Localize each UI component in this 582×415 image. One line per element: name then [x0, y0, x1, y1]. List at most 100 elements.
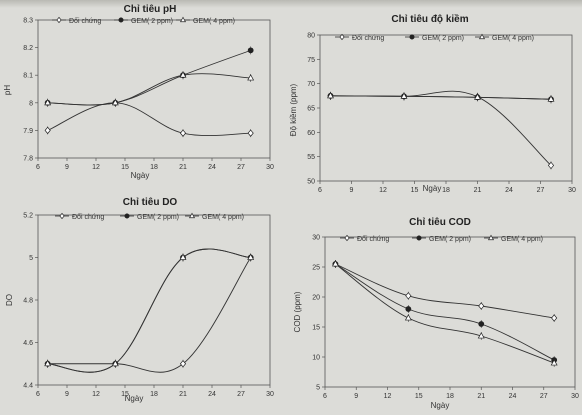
y-axis-label: COD (ppm): [293, 291, 302, 332]
data-point: [247, 253, 255, 260]
x-tick-label: 21: [179, 164, 187, 171]
data-point: [111, 98, 119, 106]
x-tick-label: 30: [571, 393, 579, 400]
data-point: [547, 95, 555, 102]
legend-marker: [188, 212, 196, 219]
data-point: [179, 71, 187, 78]
legend-marker: [56, 16, 62, 24]
data-point: [44, 126, 51, 135]
x-tick-label: 15: [411, 187, 419, 194]
legend-marker: [478, 33, 486, 40]
data-point: [247, 74, 255, 81]
data-point: [179, 253, 187, 260]
x-tick-label: 24: [509, 393, 517, 400]
data-point: [404, 314, 412, 321]
chart-title: Chỉ tiêu độ kiềm: [391, 13, 468, 25]
data-point: [247, 129, 254, 137]
x-tick-label: 12: [379, 187, 387, 194]
y-tick-label: 4.6: [23, 340, 33, 347]
x-tick-label: 9: [65, 391, 69, 398]
panel-alkalinity: Chỉ tiêu độ kiềm 6 9 12 15 18 21 24 27 30 50 55 60 65…: [289, 13, 576, 194]
legend-marker: [124, 213, 130, 219]
x-tick-label: 21: [477, 393, 485, 400]
chart-title: Chỉ tiêu pH: [124, 4, 177, 15]
panel-do: Chỉ tiêu DO 6 9 12 15 18 21 24 27 30 4.4 4.6 4.8 5 5.2…: [5, 197, 274, 403]
legend-marker: [339, 33, 345, 41]
y-tick-label: 8.3: [23, 18, 33, 25]
plot-frame: [319, 34, 573, 182]
y-tick-label: 25: [312, 265, 320, 272]
x-tick-label: 12: [92, 391, 100, 398]
x-axis-label: Ngày: [431, 401, 450, 410]
y-tick-label: 70: [307, 81, 315, 88]
y-tick-label: 15: [312, 325, 320, 332]
data-point: [400, 92, 408, 99]
y-tick-label: 65: [307, 106, 315, 113]
x-tick-label: 6: [323, 393, 327, 400]
plot-frame: [324, 236, 576, 388]
y-tick-label: 7.9: [23, 128, 33, 135]
legend-label: GEM( 4 ppm): [492, 35, 534, 42]
data-point: [44, 359, 52, 367]
legend-label: GEM( 4 ppm): [202, 214, 244, 221]
panel-cod: Chỉ tiêu COD 6 9 12 15 18 21 24 27 30 5 10 15 20 25 30 N…: [293, 217, 579, 410]
y-tick-label: 5: [29, 255, 33, 262]
x-axis-label: Ngày: [125, 394, 144, 403]
data-point: [111, 359, 119, 367]
data-point: [405, 292, 412, 300]
x-tick-label: 30: [568, 187, 576, 194]
chart-title: Chỉ tiêu COD: [409, 217, 471, 228]
legend-marker: [487, 234, 495, 241]
legend-label: GEM( 2 ppm): [137, 214, 179, 221]
data-point: [550, 359, 558, 366]
legend-label: Đối chứng: [352, 33, 384, 42]
x-tick-label: 27: [540, 393, 548, 400]
x-tick-label: 30: [266, 391, 274, 398]
y-axis-label: pH: [3, 85, 12, 95]
series-line: [330, 90, 552, 166]
data-point: [547, 161, 555, 170]
series-line: [47, 257, 252, 373]
scan-shadow: [0, 0, 582, 8]
x-axis-label: Ngày: [423, 184, 442, 193]
y-tick-label: 80: [307, 33, 315, 40]
series-line: [47, 248, 251, 373]
x-tick-label: 18: [150, 391, 158, 398]
y-tick-label: 8.1: [23, 73, 33, 80]
y-tick-label: 5.2: [23, 213, 33, 220]
panel-ph: Chỉ tiêu pH 6 9 12 15 18 21 24 27 30 7.8 7.9 8 8.1 8.2…: [3, 4, 274, 180]
y-tick-label: 4.4: [23, 383, 33, 390]
data-point: [179, 360, 187, 368]
x-tick-label: 9: [65, 164, 69, 171]
y-axis-label: DO: [5, 294, 14, 306]
legend-label: GEM( 2 ppm): [131, 18, 173, 25]
x-tick-label: 12: [384, 393, 392, 400]
y-tick-label: 55: [307, 154, 315, 161]
series-line: [335, 263, 555, 319]
legend-marker: [344, 234, 350, 242]
series-line: [330, 95, 552, 100]
data-point: [179, 129, 187, 137]
data-point: [477, 332, 485, 339]
x-tick-label: 15: [121, 391, 129, 398]
x-tick-label: 15: [121, 164, 129, 171]
y-tick-label: 5: [316, 385, 320, 392]
y-tick-label: 7.8: [23, 156, 33, 163]
x-tick-label: 6: [36, 164, 40, 171]
data-point: [478, 302, 485, 310]
series-line: [335, 263, 555, 361]
legend-label: Đối chứng: [72, 212, 104, 221]
x-tick-label: 12: [92, 164, 100, 171]
x-tick-label: 6: [36, 391, 40, 398]
series-line: [47, 102, 251, 137]
data-point: [405, 306, 412, 312]
x-tick-label: 27: [237, 391, 245, 398]
y-tick-label: 8.2: [23, 45, 33, 52]
y-tick-label: 4.8: [23, 298, 33, 305]
y-axis-label: Độ kiềm (ppm): [289, 83, 298, 136]
x-tick-label: 21: [179, 391, 187, 398]
y-tick-label: 60: [307, 130, 315, 137]
series-line: [335, 263, 555, 364]
data-point: [478, 321, 485, 327]
data-point: [44, 98, 52, 106]
